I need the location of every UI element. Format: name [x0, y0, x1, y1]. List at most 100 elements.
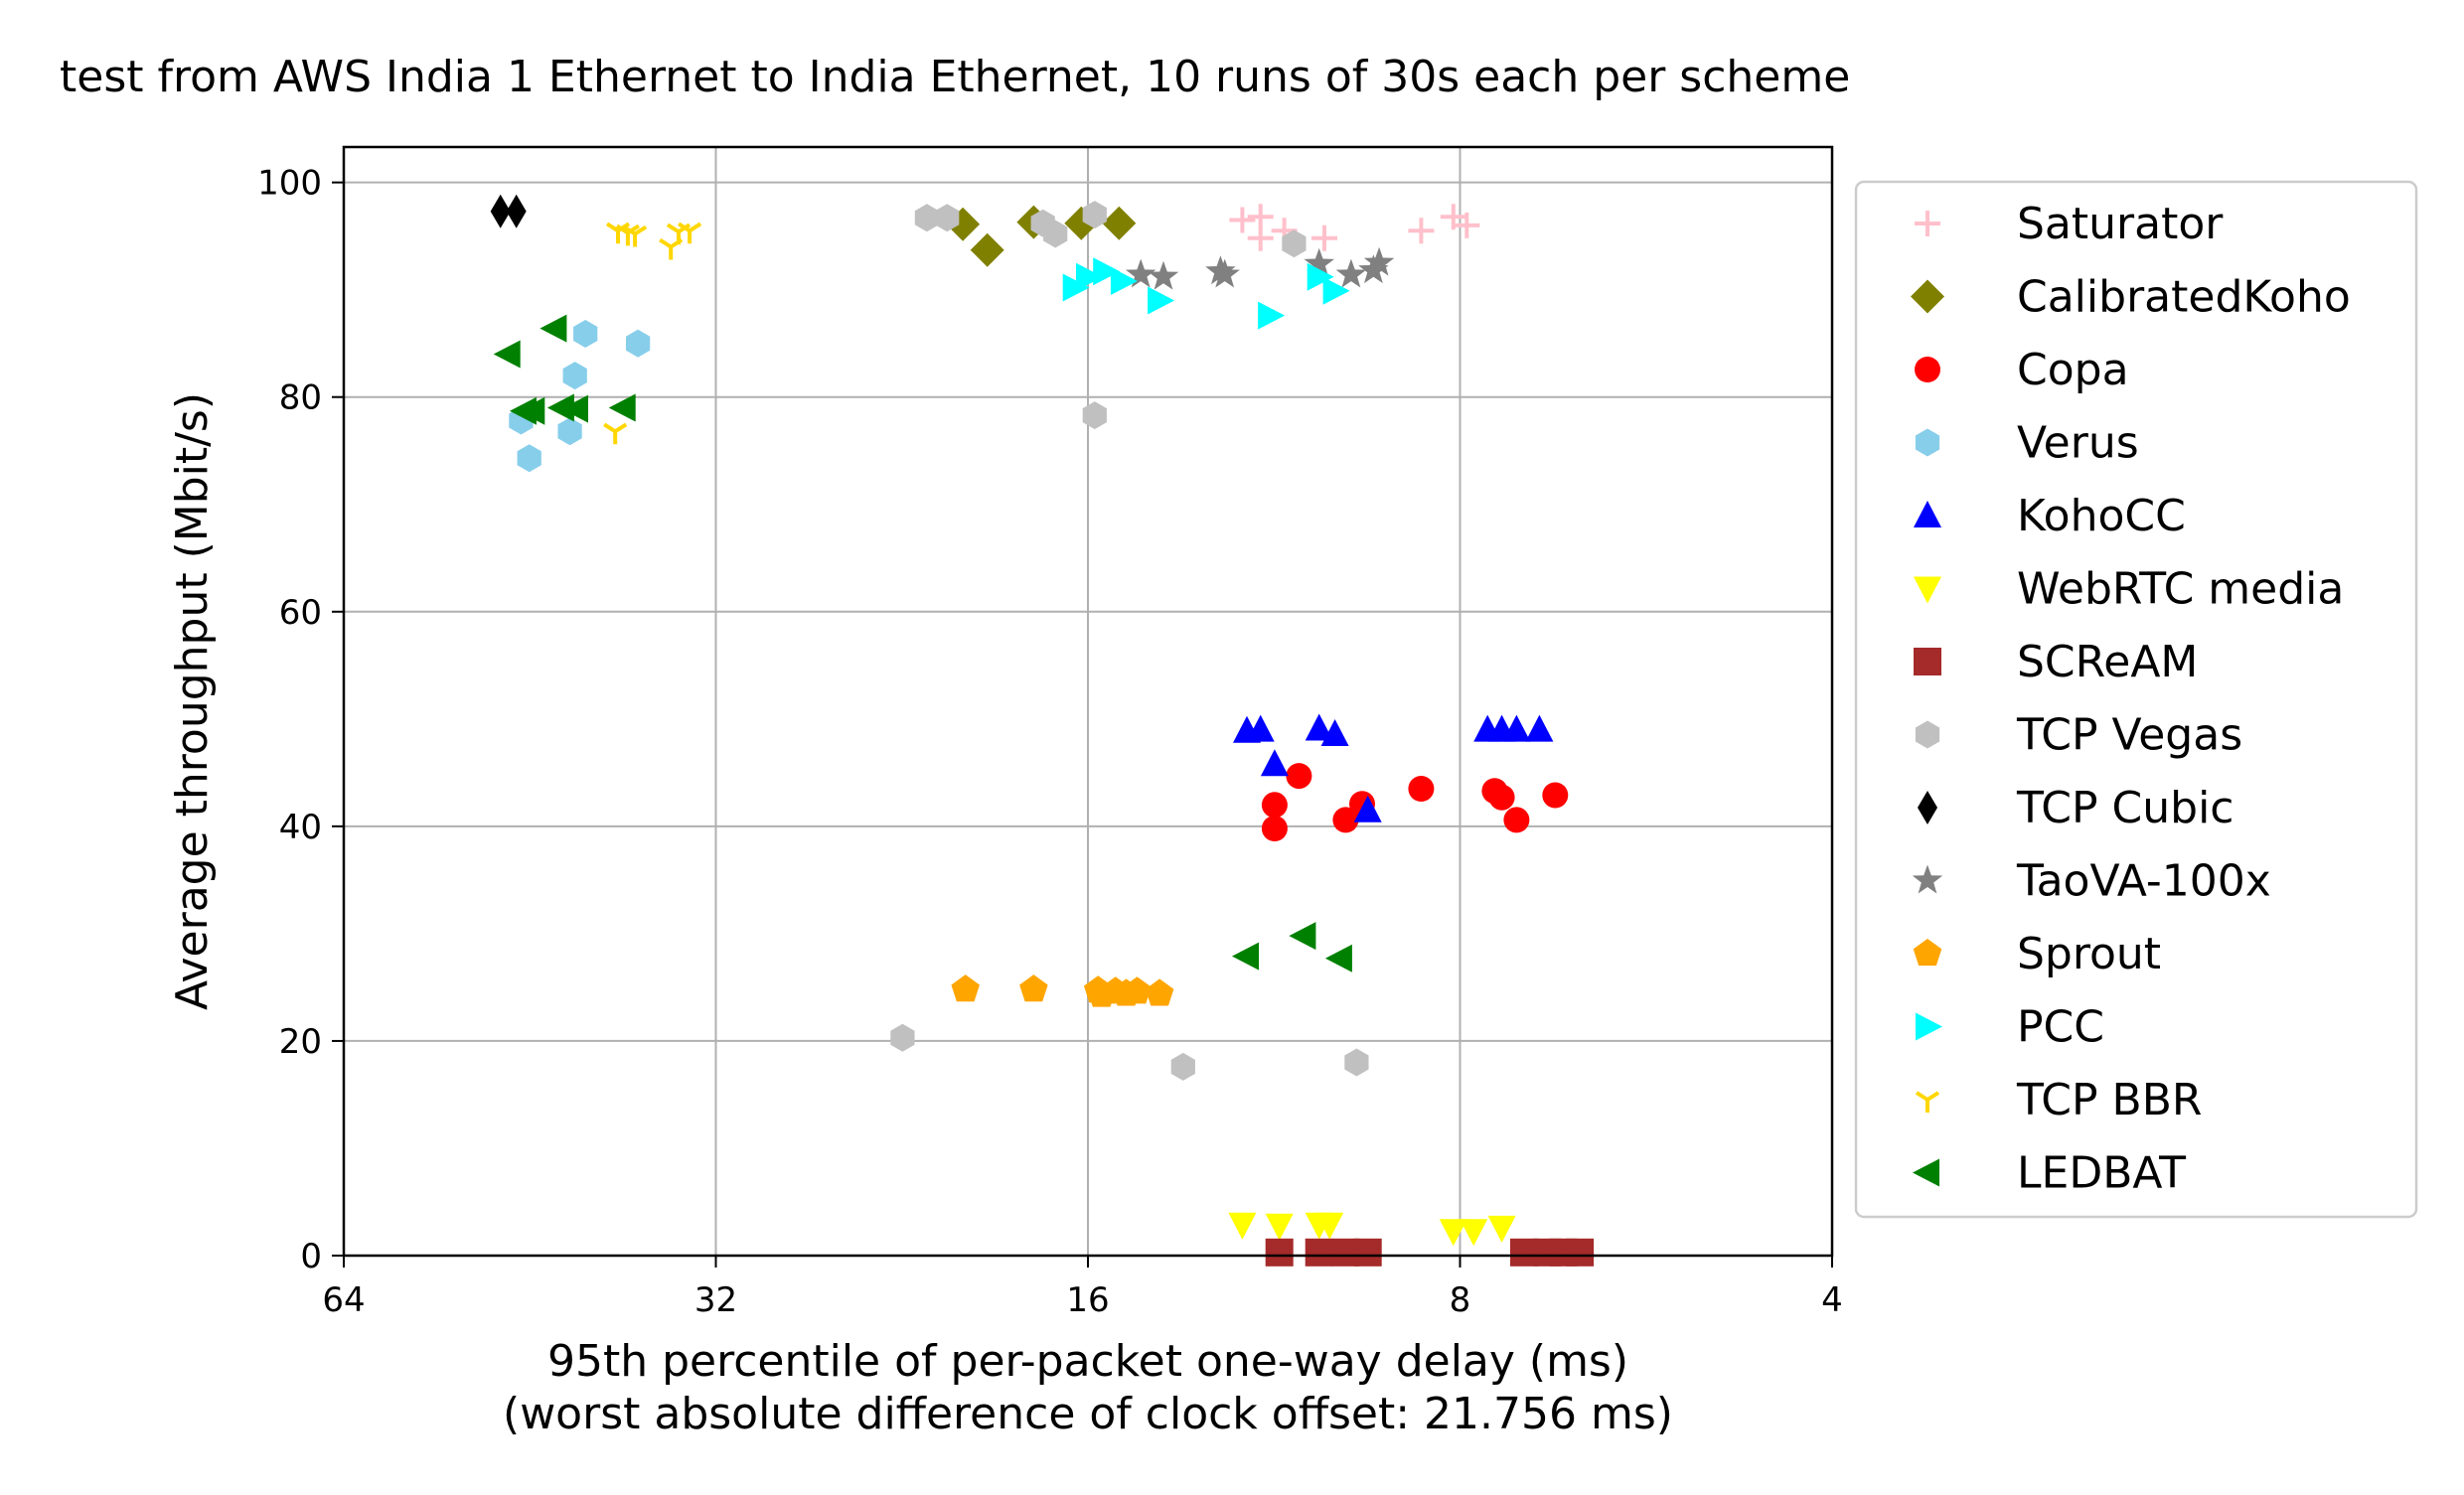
- series-tcp-vegas: [890, 201, 1369, 1081]
- data-point: [561, 394, 588, 423]
- data-point: [1123, 976, 1152, 1004]
- data-point: [1102, 206, 1137, 240]
- x-axis-label: 95th percentile of per-packet one-way de…: [547, 1336, 1628, 1387]
- legend-marker-calibratedkoho: [1911, 279, 1944, 314]
- data-point: [1148, 286, 1175, 315]
- data-point: [1440, 204, 1466, 230]
- data-point: [1043, 220, 1068, 248]
- data-point: [951, 974, 980, 1002]
- data-point: [1247, 224, 1274, 251]
- legend-label-pcc: PCC: [2017, 1002, 2104, 1053]
- data-point: [518, 396, 545, 425]
- data-point: [1335, 258, 1367, 288]
- legend-box: [1854, 180, 2418, 1219]
- data-point: [1320, 719, 1349, 746]
- data-point: [539, 314, 567, 343]
- data-point: [603, 422, 628, 445]
- legend-label-sprout: Sprout: [2017, 929, 2161, 979]
- legend-marker-verus: [1915, 428, 1940, 457]
- legend-marker-ledbat: [1913, 1158, 1939, 1187]
- legend-marker-sprout: [1913, 939, 1942, 967]
- data-point: [1019, 974, 1048, 1002]
- series-kohocc: [1233, 713, 1554, 822]
- x-tick-label: 32: [694, 1280, 737, 1320]
- y-tick-label: 40: [279, 808, 322, 847]
- x-tick-label: 64: [322, 1280, 365, 1320]
- data-point: [1209, 258, 1240, 288]
- series-verus: [509, 320, 651, 473]
- y-tick-label: 80: [279, 378, 322, 418]
- legend-marker-tcp-vegas: [1915, 720, 1940, 749]
- data-point: [506, 194, 527, 228]
- series-webrtc-media: [1228, 1212, 1516, 1247]
- data-point: [914, 204, 940, 232]
- series-sprout: [951, 974, 1174, 1007]
- series-copa: [1261, 763, 1569, 841]
- data-point: [1408, 218, 1435, 244]
- series-pcc: [1062, 257, 1350, 330]
- legend-label-taova-100x: TaoVA-100x: [2016, 856, 2271, 907]
- data-point: [1344, 1048, 1369, 1077]
- data-point: [1260, 749, 1289, 777]
- data-point: [625, 329, 651, 358]
- legend-label-kohocc: KohoCC: [2017, 491, 2186, 541]
- data-point: [1305, 713, 1333, 741]
- series-scream: [1265, 1238, 1595, 1267]
- data-point: [1488, 784, 1515, 811]
- data-point: [608, 393, 636, 422]
- data-point: [1125, 258, 1156, 288]
- data-point: [1315, 1212, 1344, 1240]
- legend-label-tcp-bbr: TCP BBR: [2016, 1075, 2202, 1125]
- grid-lines: [344, 147, 1832, 1256]
- data-point: [1228, 1212, 1257, 1240]
- data-point: [1170, 1052, 1195, 1081]
- data-points: [490, 194, 1595, 1267]
- y-tick-label: 0: [300, 1237, 322, 1276]
- x-axis-label-line2: (worst absolute difference of clock offs…: [503, 1389, 1673, 1439]
- data-point: [1145, 978, 1174, 1006]
- data-point: [1311, 224, 1337, 251]
- data-point: [493, 340, 521, 369]
- data-point: [1353, 795, 1382, 822]
- series-ledbat: [493, 314, 1352, 972]
- data-point: [1261, 792, 1288, 819]
- series-tcp-cubic: [490, 194, 527, 228]
- legend-label-saturator: Saturator: [2017, 199, 2224, 249]
- data-point: [1286, 763, 1312, 790]
- data-point: [573, 320, 598, 348]
- chart-title: test from AWS India 1 Ethernet to India …: [60, 52, 1850, 102]
- data-point: [1454, 212, 1480, 238]
- legend-marker-kohocc: [1914, 501, 1941, 527]
- data-point: [1148, 260, 1179, 290]
- data-point: [546, 393, 574, 422]
- data-point: [1258, 301, 1286, 330]
- legend-label-webrtc-media: WebRTC media: [2017, 564, 2344, 615]
- data-point: [1322, 276, 1350, 305]
- data-point: [1232, 942, 1259, 971]
- legend-marker-taova-100x: [1912, 864, 1943, 894]
- data-point: [890, 1023, 915, 1052]
- series-saturator: [1229, 204, 1480, 251]
- data-point: [1093, 257, 1121, 286]
- y-tick-label: 20: [279, 1022, 322, 1062]
- data-point: [1307, 262, 1334, 291]
- data-point: [1487, 1215, 1516, 1243]
- data-point: [1332, 807, 1359, 833]
- data-point: [1525, 714, 1554, 742]
- data-point: [1265, 1238, 1294, 1267]
- data-point: [1289, 922, 1316, 951]
- data-point: [1261, 816, 1288, 841]
- x-tick-label: 8: [1450, 1280, 1471, 1320]
- y-axis-ticks: 0 20 40 60 80 100: [257, 164, 344, 1276]
- data-point: [1305, 1238, 1333, 1267]
- data-point: [517, 444, 541, 473]
- legend-label-verus: Verus: [2017, 418, 2139, 469]
- data-point: [970, 232, 1004, 267]
- data-point: [623, 224, 648, 247]
- legend-marker-tcp-bbr: [1915, 1091, 1940, 1113]
- legend-marker-tcp-cubic: [1918, 791, 1937, 824]
- legend-label-copa: Copa: [2017, 345, 2129, 395]
- legend-label-ledbat: LEDBAT: [2017, 1148, 2186, 1199]
- data-point: [1353, 1238, 1382, 1267]
